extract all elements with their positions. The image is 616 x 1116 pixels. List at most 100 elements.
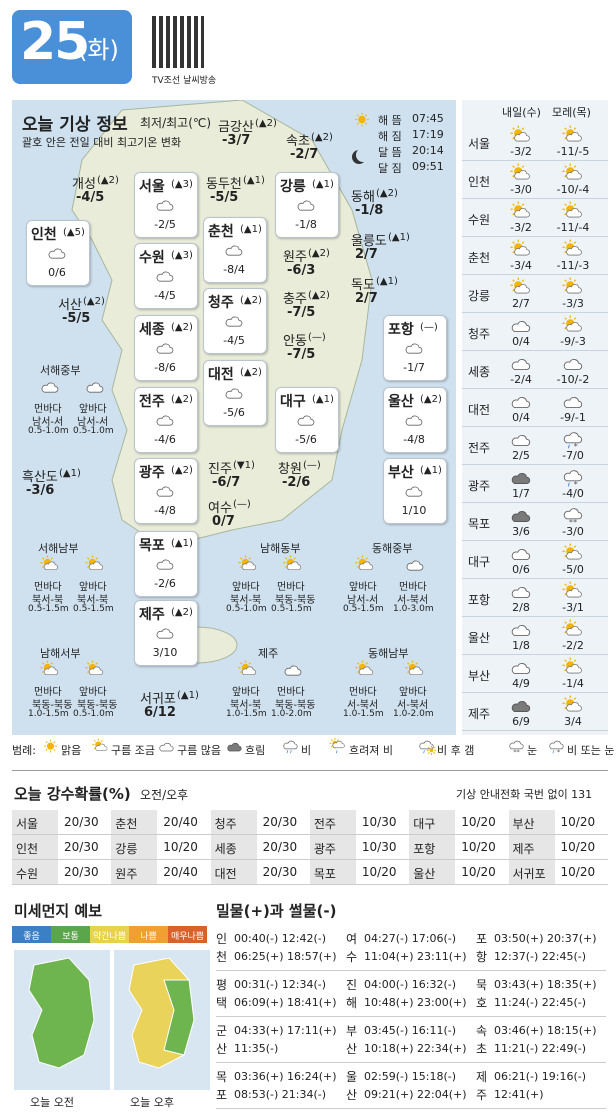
sea-zone: 앞바다 [232,582,260,593]
precip-city: 광주 [313,842,336,856]
city-cell [309,810,356,834]
tide-times: 00:40(-) 12:42(-) [234,932,327,945]
weather-icon [405,415,423,426]
forecast-panel [462,100,608,735]
dust-level [90,926,129,943]
weather-icon [41,382,59,393]
weather-icon [50,557,53,560]
weather-icon [283,555,302,571]
forecast-temp: 0/4 [512,411,530,424]
weather-icon [512,279,515,282]
row-line [462,388,608,389]
weather-icon [521,241,525,244]
city-temp: -4/5 [154,289,176,302]
weather-icon [573,317,577,320]
forecast-temp: 3/4 [564,715,582,728]
weather-icon [419,740,434,750]
city-change: (▲2) [171,322,193,333]
city-change: (▲2) [420,394,442,405]
forecast-temp: -11/-4 [556,221,590,234]
tide-times: 10:18(+) 22:34(+) [364,1042,467,1055]
weather-icon [511,701,531,713]
weather-icon [50,662,53,665]
weather-icon [566,170,582,180]
forecast-temp: 1/8 [512,639,530,652]
row-line [12,884,608,885]
weather-icon [511,359,531,371]
weather-icon [566,588,582,598]
sea-wave: 1.0-1.5m [343,709,384,719]
tide-station: 울산 [346,1070,358,1102]
forecast-temp: 3/6 [512,525,530,538]
weather-icon [510,201,530,218]
forecast-temp: -9/-3 [560,335,586,348]
weather-icon [407,670,410,674]
forecast-city: 대전 [468,403,491,417]
weather-icon [564,706,567,710]
weather-icon [562,239,582,256]
city-name: 울릉도 [351,234,387,249]
dust-region [163,979,195,1056]
precip-city: 세종 [214,842,237,856]
weather-icon [566,664,582,674]
tide-times: 11:35(-) [234,1042,279,1055]
city-temp: 1/10 [401,504,427,517]
weather-icon [101,740,104,743]
forecast-temp: -3/3 [562,297,584,310]
weather-icon [405,486,423,497]
weather-icon [562,657,582,674]
weather-icon [564,279,567,282]
sea-wind: 북서-북 [77,595,109,606]
weather-icon [357,565,360,569]
weather-icon [44,739,57,753]
weather-icon [509,740,524,750]
row-line [462,730,608,731]
forecast-city: 청주 [468,327,491,341]
city-temp: -4/5 [223,334,245,347]
city-change: (—) [303,460,321,471]
weather-icon [512,136,515,140]
sun-moon-label: 달 짐 [378,162,402,175]
weather-icon [521,165,525,168]
forecast-header: 모레(목) [552,106,591,119]
city-box [134,600,198,666]
tide-station: 여수 [346,932,358,964]
row-line [462,350,608,351]
city-name: 진주 [208,462,232,477]
weather-icon [357,662,360,665]
forecast-city: 대구 [468,555,491,569]
sea-zone: 먼바다 [34,582,62,593]
weather-icon [563,397,583,409]
weather-icon [53,741,56,744]
weather-icon [156,559,174,570]
weather-icon [329,737,345,754]
city-change: (▲1) [388,232,410,243]
sun-moon-label: 해 뜸 [378,114,402,127]
weather-icon [564,592,567,596]
weather-icon [564,127,567,130]
map-note: 괄호 안은 전일 대비 최고기온 변화 [22,136,182,149]
city-name: 동두천 [206,177,242,192]
city-change: (▲2) [171,607,193,618]
weather-icon [562,277,582,294]
forecast-temp: -2/4 [510,373,532,386]
dust-map-label: 오늘 오전 [30,1096,74,1109]
city-name: 세종 [139,322,165,338]
weather-icon [511,511,531,523]
weather-icon [512,241,515,244]
sun-moon-time: 17:19 [412,128,444,141]
weather-icon [159,742,174,752]
city-temp: 2/7 [355,247,378,262]
weather-icon [48,248,66,259]
forecast-temp: 0/6 [512,563,530,576]
sea-wind: 남서-서 [32,417,64,428]
sun-moon-label: 해 짐 [378,130,402,143]
weather-icon [552,750,555,754]
legend-item: 맑음 [61,744,82,757]
city-temp: -4/8 [154,504,176,517]
moon-icon [356,148,370,162]
city-change: (▲1) [240,224,262,235]
city-temp: -6/7 [212,475,241,490]
city-name: 춘천 [208,224,234,240]
